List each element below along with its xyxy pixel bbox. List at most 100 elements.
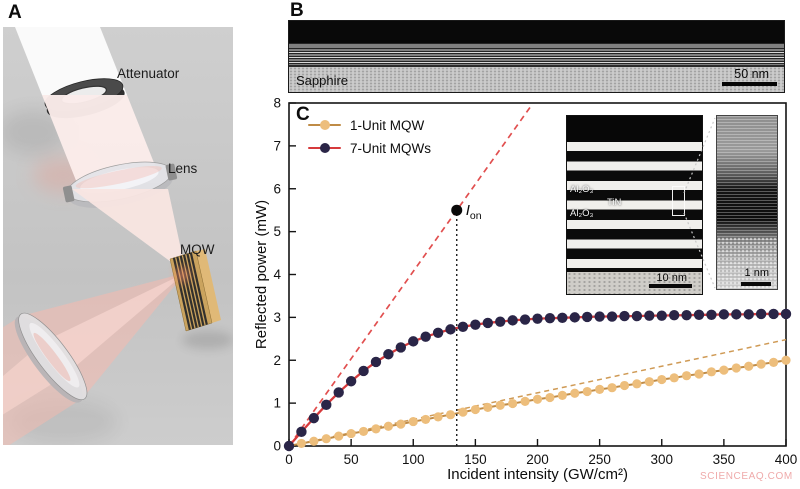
series-marker-1 bbox=[594, 311, 605, 322]
x-tick-label: 0 bbox=[285, 452, 293, 467]
layer-label-tin: TiN bbox=[607, 197, 622, 208]
inset-tem-multilayer: Al₂O₃ TiN Al₂O₃ 10 nm bbox=[566, 115, 703, 295]
x-tick-label: 350 bbox=[713, 452, 736, 467]
series-marker-0 bbox=[644, 377, 654, 387]
series-marker-0 bbox=[619, 380, 630, 391]
laser-beam-mid-tint bbox=[42, 95, 162, 183]
series-marker-1 bbox=[470, 319, 481, 330]
inset-scale-bar-label: 10 nm bbox=[656, 272, 687, 284]
lens-mount-left bbox=[62, 185, 75, 203]
series-marker-0 bbox=[632, 379, 642, 389]
y-tick-label: 0 bbox=[273, 439, 281, 454]
x-tick-label: 300 bbox=[650, 452, 673, 467]
lens-label: Lens bbox=[168, 161, 198, 176]
optical-setup-illustration: Attenuator Lens MQW bbox=[3, 27, 233, 445]
series-marker-1 bbox=[408, 336, 419, 347]
panel-b-tem-image: Sapphire 50 nm bbox=[288, 20, 785, 93]
chart-legend: 1-Unit MQW 7-Unit MQWs bbox=[308, 117, 431, 156]
series-marker-1 bbox=[395, 342, 407, 353]
legend-line-swatch bbox=[308, 120, 341, 130]
converging-beam bbox=[72, 189, 186, 273]
series-marker-0 bbox=[458, 407, 468, 417]
series-marker-0 bbox=[545, 392, 555, 403]
series-marker-1 bbox=[457, 321, 469, 333]
x-tick-label: 50 bbox=[344, 452, 359, 467]
inset-tem-atomic: 1 nm bbox=[716, 115, 778, 290]
layer-label-al2o3-top: Al₂O₃ bbox=[570, 184, 594, 195]
series-marker-0 bbox=[483, 402, 493, 413]
attenuator-shadow bbox=[3, 110, 67, 154]
inset-substrate bbox=[567, 272, 702, 294]
series-marker-0 bbox=[744, 361, 754, 371]
y-tick-label: 1 bbox=[273, 396, 281, 411]
series-marker-1 bbox=[432, 327, 444, 339]
series-marker-1 bbox=[321, 399, 332, 411]
legend-item-0: 1-Unit MQW bbox=[308, 117, 431, 133]
x-tick-label: 250 bbox=[588, 452, 611, 467]
series-marker-0 bbox=[358, 426, 369, 437]
series-marker-1 bbox=[383, 349, 394, 360]
series-marker-1 bbox=[532, 313, 543, 324]
ion-annotation-sub: on bbox=[470, 210, 482, 222]
tem-interface-line bbox=[289, 65, 784, 67]
series-marker-1 bbox=[345, 376, 357, 387]
series-marker-1 bbox=[296, 426, 307, 438]
y-axis-label: Reflected power (mW) bbox=[253, 200, 270, 349]
watermark: SCIENCEAQ.COM bbox=[700, 471, 793, 482]
series-marker-1 bbox=[495, 316, 506, 327]
legend-item-1: 7-Unit MQWs bbox=[308, 140, 431, 156]
series-marker-1 bbox=[755, 308, 767, 320]
series-marker-0 bbox=[470, 404, 480, 415]
mqw-sample bbox=[169, 249, 233, 349]
series-marker-0 bbox=[396, 419, 406, 429]
series-marker-1 bbox=[308, 412, 320, 424]
series-marker-0 bbox=[768, 357, 779, 367]
tem-multilayer-stripes bbox=[289, 43, 784, 65]
series-marker-1 bbox=[668, 310, 680, 321]
series-marker-0 bbox=[781, 355, 791, 365]
series-marker-0 bbox=[421, 414, 431, 425]
series-marker-0 bbox=[321, 434, 331, 444]
scale-bar bbox=[722, 82, 777, 86]
y-tick-label: 6 bbox=[273, 181, 281, 196]
series-marker-0 bbox=[334, 431, 344, 441]
collection-lens-sheen bbox=[33, 332, 71, 382]
series-marker-0 bbox=[706, 367, 717, 377]
series-marker-1 bbox=[582, 311, 593, 323]
series-marker-1 bbox=[619, 310, 630, 322]
mqw-label: MQW bbox=[180, 242, 215, 257]
tem-substrate-region bbox=[289, 67, 784, 92]
x-tick-label: 200 bbox=[526, 452, 549, 467]
series-marker-0 bbox=[607, 383, 617, 393]
collection-lens bbox=[14, 312, 88, 403]
series-marker-0 bbox=[756, 359, 766, 369]
series-marker-1 bbox=[606, 311, 618, 322]
series-marker-0 bbox=[296, 438, 307, 449]
panel-a-schematic: Attenuator Lens MQW bbox=[3, 27, 233, 445]
panel-a-letter: A bbox=[8, 2, 22, 23]
x-tick-label: 150 bbox=[464, 452, 487, 467]
series-marker-0 bbox=[495, 400, 505, 410]
mqw-stripe bbox=[182, 254, 202, 327]
series-marker-0 bbox=[408, 416, 418, 427]
series-marker-0 bbox=[669, 373, 679, 383]
series-marker-1 bbox=[644, 310, 655, 321]
x-axis-label: Incident intensity (GW/cm²) bbox=[447, 466, 628, 483]
layer-label-al2o3-bottom: Al₂O₃ bbox=[570, 208, 594, 219]
series-marker-1 bbox=[358, 365, 369, 377]
inset-scale-bar bbox=[649, 284, 692, 288]
x-tick-label: 100 bbox=[402, 452, 425, 467]
series-marker-0 bbox=[309, 436, 319, 446]
panel-b-letter: B bbox=[290, 0, 304, 21]
converging-beam-tint bbox=[72, 189, 186, 273]
x-tick-label: 400 bbox=[775, 452, 798, 467]
beam-spot-glow bbox=[176, 269, 188, 281]
series-marker-1 bbox=[557, 312, 568, 324]
series-marker-1 bbox=[544, 313, 556, 324]
y-tick-label: 5 bbox=[273, 224, 281, 239]
series-marker-0 bbox=[520, 396, 530, 407]
y-tick-label: 3 bbox=[273, 310, 281, 325]
series-marker-1 bbox=[482, 317, 493, 329]
series-marker-0 bbox=[694, 369, 704, 379]
series-marker-1 bbox=[420, 331, 431, 342]
